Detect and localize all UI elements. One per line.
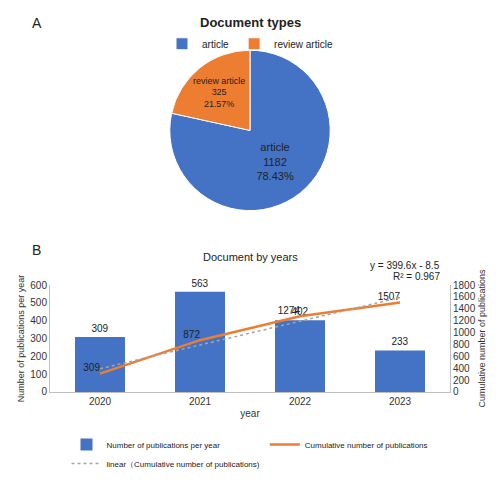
- svg-text:563: 563: [191, 278, 208, 289]
- svg-text:300: 300: [30, 333, 47, 344]
- svg-text:Document by years: Document by years: [203, 251, 298, 263]
- svg-text:Cumulative number of publicati: Cumulative number of publications: [477, 269, 487, 408]
- svg-text:233: 233: [391, 336, 408, 347]
- svg-text:402: 402: [291, 306, 308, 317]
- svg-text:1000: 1000: [453, 327, 476, 338]
- svg-text:1274: 1274: [278, 305, 301, 316]
- svg-text:Number of publications per yea: Number of publications per year: [107, 441, 221, 450]
- svg-text:2022: 2022: [289, 396, 312, 407]
- svg-text:309: 309: [91, 323, 108, 334]
- svg-text:Document types: Document types: [200, 15, 301, 30]
- svg-text:100: 100: [30, 369, 47, 380]
- svg-text:Cumulative number of publicati: Cumulative number of publications: [305, 441, 428, 450]
- svg-text:0: 0: [41, 386, 47, 397]
- svg-text:400: 400: [453, 363, 470, 374]
- svg-text:Number of publications per yea: Number of publications per year: [16, 275, 26, 403]
- svg-text:1507: 1507: [378, 291, 401, 302]
- svg-text:review article32521.57%: review article32521.57%: [193, 76, 245, 109]
- svg-text:R² = 0.967: R² = 0.967: [393, 271, 440, 282]
- svg-text:y = 399.6x - 8.5: y = 399.6x - 8.5: [370, 260, 440, 271]
- svg-text:800: 800: [453, 339, 470, 350]
- svg-text:1200: 1200: [453, 315, 476, 326]
- svg-text:2023: 2023: [389, 396, 412, 407]
- svg-text:article: article: [202, 39, 229, 50]
- svg-text:1800: 1800: [453, 280, 476, 291]
- svg-text:600: 600: [453, 351, 470, 362]
- svg-text:1400: 1400: [453, 303, 476, 314]
- svg-text:2021: 2021: [189, 396, 212, 407]
- svg-text:review article: review article: [274, 39, 333, 50]
- svg-text:A: A: [32, 15, 42, 31]
- svg-text:1600: 1600: [453, 291, 476, 302]
- svg-text:309: 309: [83, 362, 100, 373]
- svg-text:600: 600: [30, 280, 47, 291]
- svg-text:400: 400: [30, 315, 47, 326]
- svg-text:200: 200: [453, 375, 470, 386]
- svg-text:year: year: [240, 408, 260, 419]
- svg-text:0: 0: [453, 386, 459, 397]
- svg-text:article118278.43%: article118278.43%: [256, 141, 294, 182]
- svg-text:2020: 2020: [89, 396, 112, 407]
- svg-text:B: B: [32, 242, 41, 258]
- svg-text:200: 200: [30, 351, 47, 362]
- svg-text:872: 872: [183, 329, 200, 340]
- svg-text:500: 500: [30, 297, 47, 308]
- svg-text:linear（Cumulative number of pu: linear（Cumulative number of publications…: [107, 460, 260, 469]
